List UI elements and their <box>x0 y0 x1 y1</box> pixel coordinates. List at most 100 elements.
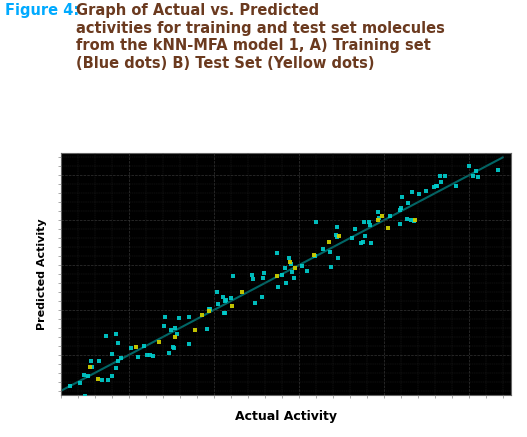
Point <box>324 239 333 246</box>
Point <box>365 218 373 225</box>
Point <box>472 167 480 174</box>
Point <box>280 265 289 272</box>
Point <box>396 220 404 227</box>
Point <box>214 300 223 307</box>
X-axis label: Actual Activity: Actual Activity <box>235 410 337 423</box>
Point <box>172 330 181 337</box>
Point <box>145 352 154 359</box>
Point <box>432 141 440 148</box>
Point <box>221 309 230 316</box>
Point <box>333 233 341 240</box>
Point <box>227 294 236 301</box>
Point <box>290 274 298 281</box>
Point <box>384 224 392 231</box>
Point <box>83 372 92 379</box>
Point <box>411 217 419 224</box>
Point <box>469 173 477 180</box>
Point <box>66 383 75 390</box>
Text: Graph of Actual vs. Predicted
activities for training and test set molecules
fro: Graph of Actual vs. Predicted activities… <box>76 3 445 71</box>
Point <box>291 264 299 271</box>
Point <box>273 249 281 256</box>
Point <box>167 326 175 333</box>
Point <box>274 283 282 290</box>
Point <box>203 326 212 333</box>
Point <box>134 354 142 361</box>
Point <box>85 364 94 371</box>
Point <box>160 323 168 330</box>
Point <box>410 218 418 225</box>
Point <box>191 326 200 333</box>
Point <box>259 274 267 281</box>
Point <box>331 232 340 239</box>
Point <box>98 377 106 384</box>
Point <box>359 218 368 225</box>
Point <box>357 239 365 246</box>
Point <box>287 260 295 267</box>
Point <box>165 350 173 357</box>
Point <box>155 339 163 346</box>
Point <box>102 333 111 340</box>
Point <box>351 226 359 233</box>
Point <box>407 189 416 196</box>
Point <box>94 357 103 364</box>
Point <box>430 184 438 191</box>
Point <box>127 344 135 351</box>
Point <box>432 183 440 190</box>
Point <box>335 232 343 239</box>
Point <box>250 300 259 307</box>
Point <box>397 194 406 201</box>
Point <box>160 313 169 320</box>
Point <box>258 294 266 301</box>
Point <box>221 296 230 303</box>
Point <box>374 209 383 216</box>
Point <box>285 255 293 262</box>
Point <box>80 371 88 378</box>
Point <box>228 303 237 310</box>
Point <box>437 178 445 185</box>
Point <box>204 305 213 312</box>
Point <box>452 183 460 190</box>
Point <box>348 234 356 241</box>
Point <box>375 215 383 222</box>
Point <box>104 377 113 384</box>
Point <box>218 294 227 301</box>
Point <box>360 232 369 239</box>
Point <box>422 187 431 194</box>
Point <box>149 352 157 359</box>
Point <box>465 162 473 169</box>
Point <box>494 166 502 173</box>
Point <box>140 343 148 350</box>
Point <box>385 213 394 220</box>
Point <box>238 288 247 295</box>
Point <box>318 246 327 253</box>
Point <box>169 344 177 351</box>
Point <box>112 364 121 371</box>
Point <box>334 254 342 261</box>
Point <box>358 239 367 246</box>
Point <box>171 333 179 340</box>
Point <box>170 344 179 351</box>
Point <box>403 216 411 223</box>
Point <box>108 351 116 358</box>
Point <box>326 249 334 256</box>
Point <box>205 308 213 315</box>
Point <box>184 340 193 347</box>
Point <box>220 309 229 316</box>
Point <box>260 270 269 277</box>
Point <box>249 276 258 283</box>
Y-axis label: Predicted Activity: Predicted Activity <box>37 218 47 330</box>
Text: Figure 4:: Figure 4: <box>5 3 80 18</box>
Point <box>436 173 444 180</box>
Point <box>73 402 82 409</box>
Point <box>441 172 450 179</box>
Point <box>221 298 229 305</box>
Point <box>117 354 125 361</box>
Point <box>366 222 374 229</box>
Point <box>397 205 405 212</box>
Point <box>114 357 123 364</box>
Point <box>114 340 122 347</box>
Point <box>170 325 179 332</box>
Point <box>88 364 96 371</box>
Point <box>415 191 424 198</box>
Point <box>94 376 102 383</box>
